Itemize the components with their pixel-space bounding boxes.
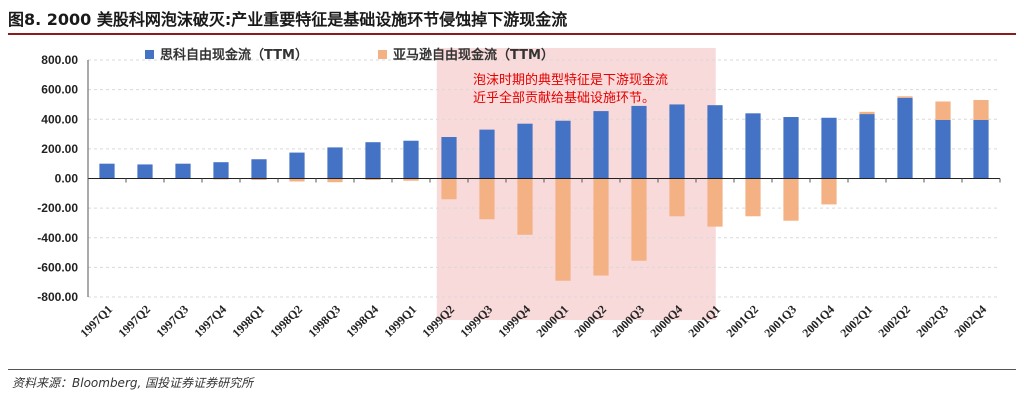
legend-swatch-cisco [145, 50, 154, 59]
x-tick-label: 1998Q1 [229, 302, 267, 340]
amazon-bar [669, 178, 685, 217]
y-tick-label: -600.00 [37, 260, 78, 274]
x-tick-label: 1998Q2 [267, 302, 305, 340]
x-tick-label: 1997Q3 [153, 302, 191, 340]
source-rule [8, 369, 1016, 370]
x-tick-label: 2002Q1 [837, 302, 875, 340]
cisco-bar [783, 117, 799, 179]
amazon-bar [897, 96, 913, 98]
amazon-bar [403, 178, 419, 181]
cisco-bar [935, 119, 951, 179]
x-tick-label: 1998Q3 [305, 302, 343, 340]
cisco-bar [707, 105, 723, 179]
cisco-bar [821, 117, 837, 179]
amazon-bar [973, 99, 989, 120]
cisco-bar [555, 120, 571, 179]
amazon-bar [441, 178, 457, 200]
cisco-bar [441, 137, 457, 179]
x-tick-label: 1998Q4 [343, 302, 381, 340]
title-rule [8, 33, 1016, 35]
x-tick-label: 1999Q1 [381, 302, 419, 340]
cisco-bar [631, 105, 647, 179]
cisco-bar [479, 129, 495, 179]
cisco-bar [137, 164, 153, 179]
cisco-bar [327, 147, 343, 179]
y-tick-label: 600.00 [41, 83, 78, 97]
x-tick-label: 2001Q2 [723, 302, 761, 340]
legend-swatch-amazon [378, 50, 387, 59]
y-tick-label: -400.00 [37, 231, 78, 245]
x-tick-label: 1997Q1 [77, 302, 115, 340]
amazon-bar [935, 101, 951, 120]
amazon-bar [479, 178, 495, 220]
amazon-bar [783, 178, 799, 221]
y-tick-label: 0.00 [55, 172, 79, 186]
amazon-bar [251, 178, 267, 180]
amazon-bar [289, 178, 305, 182]
cisco-bar [365, 142, 381, 179]
y-tick-label: 400.00 [41, 112, 78, 126]
x-tick-label: 2001Q4 [799, 302, 837, 340]
x-tick-label: 2002Q3 [913, 302, 951, 340]
cisco-bar [99, 163, 115, 179]
y-tick-label: -200.00 [37, 201, 78, 215]
cisco-bar [593, 111, 609, 179]
cisco-bar [897, 97, 913, 179]
y-tick-label: 200.00 [41, 142, 78, 156]
legend-label-cisco: 思科自由现金流（TTM） [160, 47, 308, 63]
amazon-bar [593, 178, 609, 276]
cisco-bar [517, 123, 533, 179]
y-tick-label: 800.00 [41, 53, 78, 67]
cisco-bar [745, 113, 761, 179]
source-note: 资料来源：Bloomberg, 国投证券证券研究所 [12, 376, 254, 390]
x-tick-label: 2002Q4 [951, 302, 989, 340]
amazon-bar [517, 178, 533, 235]
x-tick-label: 2002Q2 [875, 302, 913, 340]
figure-title: 图8. 2000 美股科网泡沫破灭:产业重要特征是基础设施环节侵蚀掉下游现金流 [8, 10, 568, 29]
fcf-bar-chart: 800.00 600.00 400.00 200.00 0.00 -200.00 -400.… [37, 47, 1001, 340]
amazon-bar [745, 178, 761, 217]
amazon-bar [631, 178, 647, 261]
cisco-bar [669, 104, 685, 179]
cisco-bar [213, 162, 229, 179]
cisco-bar [251, 159, 267, 179]
legend-label-amazon: 亚马逊自由现金流（TTM） [393, 47, 554, 63]
x-tick-label: 2001Q3 [761, 302, 799, 340]
cisco-bar [289, 152, 305, 179]
amazon-bar [707, 178, 723, 227]
amazon-bar [821, 178, 837, 205]
amazon-bar [365, 178, 381, 180]
amazon-bar [859, 111, 875, 115]
cisco-bar [175, 163, 191, 179]
annotation-line: 泡沫时期的典型特征是下游现金流 [473, 72, 668, 88]
amazon-bar [327, 178, 343, 183]
cisco-bar [403, 140, 419, 179]
x-tick-label: 1997Q2 [115, 302, 153, 340]
cisco-bar [973, 119, 989, 179]
x-tick-label: 1997Q4 [191, 302, 229, 340]
cisco-bar [859, 114, 875, 179]
annotation-line: 近乎全部贡献给基础设施环节。 [473, 90, 655, 106]
amazon-bar [555, 178, 571, 281]
y-tick-label: -800.00 [37, 290, 78, 304]
